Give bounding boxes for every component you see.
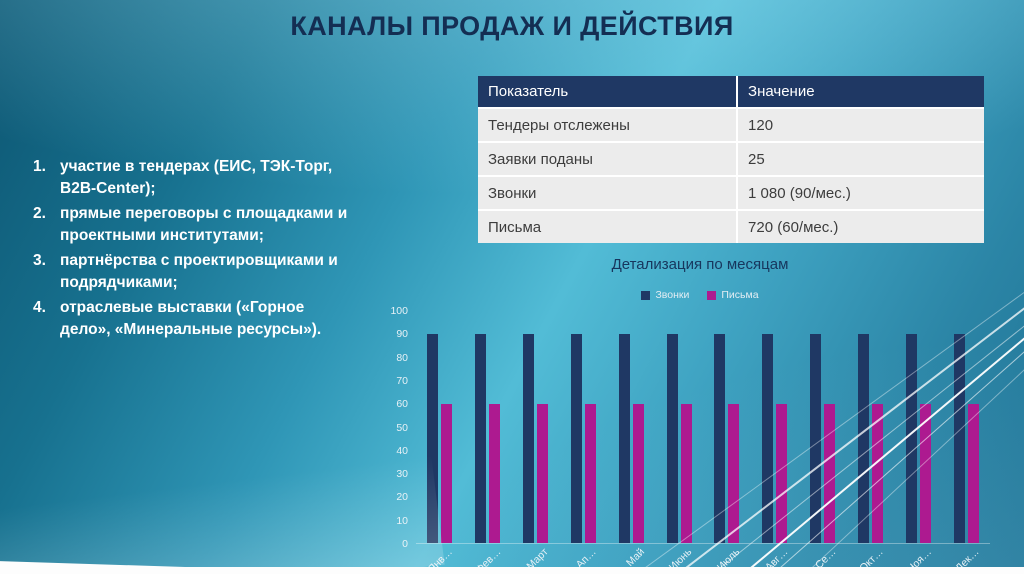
table-body: Тендеры отслежены 120 Заявки поданы 25 Звонк… xyxy=(478,107,984,243)
list-item-number: 3. xyxy=(33,252,46,269)
bullet-list: 1. участие в тендерах (ЕИС, ТЭК-Торг, B2B… xyxy=(33,156,351,344)
bar-group: Июль xyxy=(703,311,751,573)
list-item: 4. отраслевые выставки («Горное дело», «М… xyxy=(33,297,351,341)
y-tick-label: 90 xyxy=(396,328,408,341)
bar-calls xyxy=(570,334,582,543)
y-tick-label: 20 xyxy=(396,491,408,504)
bar-calls xyxy=(666,334,678,543)
bar-group: Фев… xyxy=(464,311,512,574)
y-tick-label: 30 xyxy=(396,468,408,481)
list-item-text: участие в тендерах (ЕИС, ТЭК-Торг, B2B-C… xyxy=(60,158,333,197)
bar-group: Июнь xyxy=(655,311,703,573)
table-row: Звонки 1 080 (90/мес.) xyxy=(478,175,984,209)
table-cell: 1 080 (90/мес.) xyxy=(736,175,984,209)
slide-title: КАНАЛЫ ПРОДАЖ И ДЕЙСТВИЯ xyxy=(290,11,734,41)
y-tick-label: 10 xyxy=(396,514,408,527)
bar-calls xyxy=(427,334,439,543)
bar-letters xyxy=(967,403,979,543)
y-tick-label: 100 xyxy=(390,305,408,317)
bar-letters xyxy=(680,403,692,543)
legend-label: Письма xyxy=(721,289,759,301)
legend-swatch-calls xyxy=(641,290,651,300)
legend-label: Звонки xyxy=(655,289,690,301)
list-item: 3. партнёрства с проектировщиками и подря… xyxy=(33,250,351,294)
y-axis: 0 10 20 30 40 50 60 70 80 90 100 xyxy=(370,305,408,550)
legend-item-calls: Звонки xyxy=(641,289,689,301)
table-cell: 25 xyxy=(736,141,984,175)
bar-calls xyxy=(857,334,869,543)
bar-letters xyxy=(776,403,788,543)
bar-letters xyxy=(824,403,836,543)
bar-letters xyxy=(728,403,740,543)
table-cell: Звонки xyxy=(478,175,737,209)
y-tick-label: 0 xyxy=(402,538,408,550)
table-row: Заявки поданы 25 xyxy=(478,141,984,175)
list-item-number: 1. xyxy=(33,158,46,175)
bar-group: Окт… xyxy=(846,311,894,574)
table-header-row: Показатель Значение xyxy=(478,76,984,107)
bar-letters xyxy=(584,403,596,543)
chart-legend: Звонки Письма xyxy=(420,289,980,301)
bar-letters xyxy=(871,403,883,543)
bar-group: Март xyxy=(512,311,560,572)
list-item-number: 4. xyxy=(33,299,46,316)
bar-calls xyxy=(714,334,726,543)
list-item-text: прямые переговоры с площадками и проектн… xyxy=(60,205,348,244)
list-item: 2. прямые переговоры с площадками и проек… xyxy=(33,203,351,247)
chart-title: Детализация по месяцам xyxy=(611,256,789,273)
list-item-text: партнёрства с проектировщиками и подрядч… xyxy=(60,252,338,291)
table-row: Письма 720 (60/мес.) xyxy=(478,209,984,243)
slide-edge-bottom xyxy=(0,567,1024,574)
bar-calls xyxy=(810,334,822,543)
bar-calls xyxy=(618,334,630,543)
x-axis-label: Май xyxy=(623,546,647,570)
bar-calls xyxy=(523,334,535,543)
list-item: 1. участие в тендерах (ЕИС, ТЭК-Торг, B2B… xyxy=(33,156,351,200)
table-header-cell: Значение xyxy=(736,76,984,107)
list-item-text: отраслевые выставки («Горное дело», «Мин… xyxy=(60,299,322,338)
bar-letters xyxy=(632,403,644,543)
metrics-table: Показатель Значение Тендеры отслежены 120 З… xyxy=(478,76,984,243)
table-row: Тендеры отслежены 120 xyxy=(478,107,984,141)
table-cell: Тендеры отслежены xyxy=(478,107,737,141)
table-cell: 720 (60/мес.) xyxy=(736,209,984,243)
table-header-cell: Показатель xyxy=(478,76,737,107)
bar-group: Дек… xyxy=(942,311,990,574)
bar-calls xyxy=(762,334,774,543)
bar-calls xyxy=(475,334,487,543)
y-tick-label: 60 xyxy=(396,398,408,411)
legend-item-letters: Письма xyxy=(707,289,759,301)
plot-area: Янв… Фев… Март Ап… Май Июнь Июль Авг… Се… Окт… Ноя… xyxy=(416,311,990,574)
table-cell: Заявки поданы xyxy=(478,141,737,175)
bar-calls xyxy=(905,334,917,543)
y-tick-label: 50 xyxy=(396,421,408,434)
bar-letters xyxy=(441,403,453,543)
table-cell: Письма xyxy=(478,209,737,243)
legend-swatch-letters xyxy=(707,290,717,300)
y-tick-label: 40 xyxy=(396,444,408,457)
y-tick-label: 70 xyxy=(396,374,408,387)
bar-letters xyxy=(919,403,931,543)
y-tick-label: 80 xyxy=(396,351,408,364)
bar-group: Се… xyxy=(799,311,847,571)
bar-letters xyxy=(537,403,549,543)
bar-group: Янв… xyxy=(416,311,464,574)
bar-letters xyxy=(489,403,501,543)
bar-group: Май xyxy=(607,311,655,569)
bar-group: Авг… xyxy=(751,311,799,574)
bar-group: Ноя… xyxy=(894,311,942,574)
list-item-number: 2. xyxy=(33,205,46,222)
bar-group: Ап… xyxy=(559,311,607,571)
table-cell: 120 xyxy=(736,107,984,141)
bar-calls xyxy=(953,334,965,543)
